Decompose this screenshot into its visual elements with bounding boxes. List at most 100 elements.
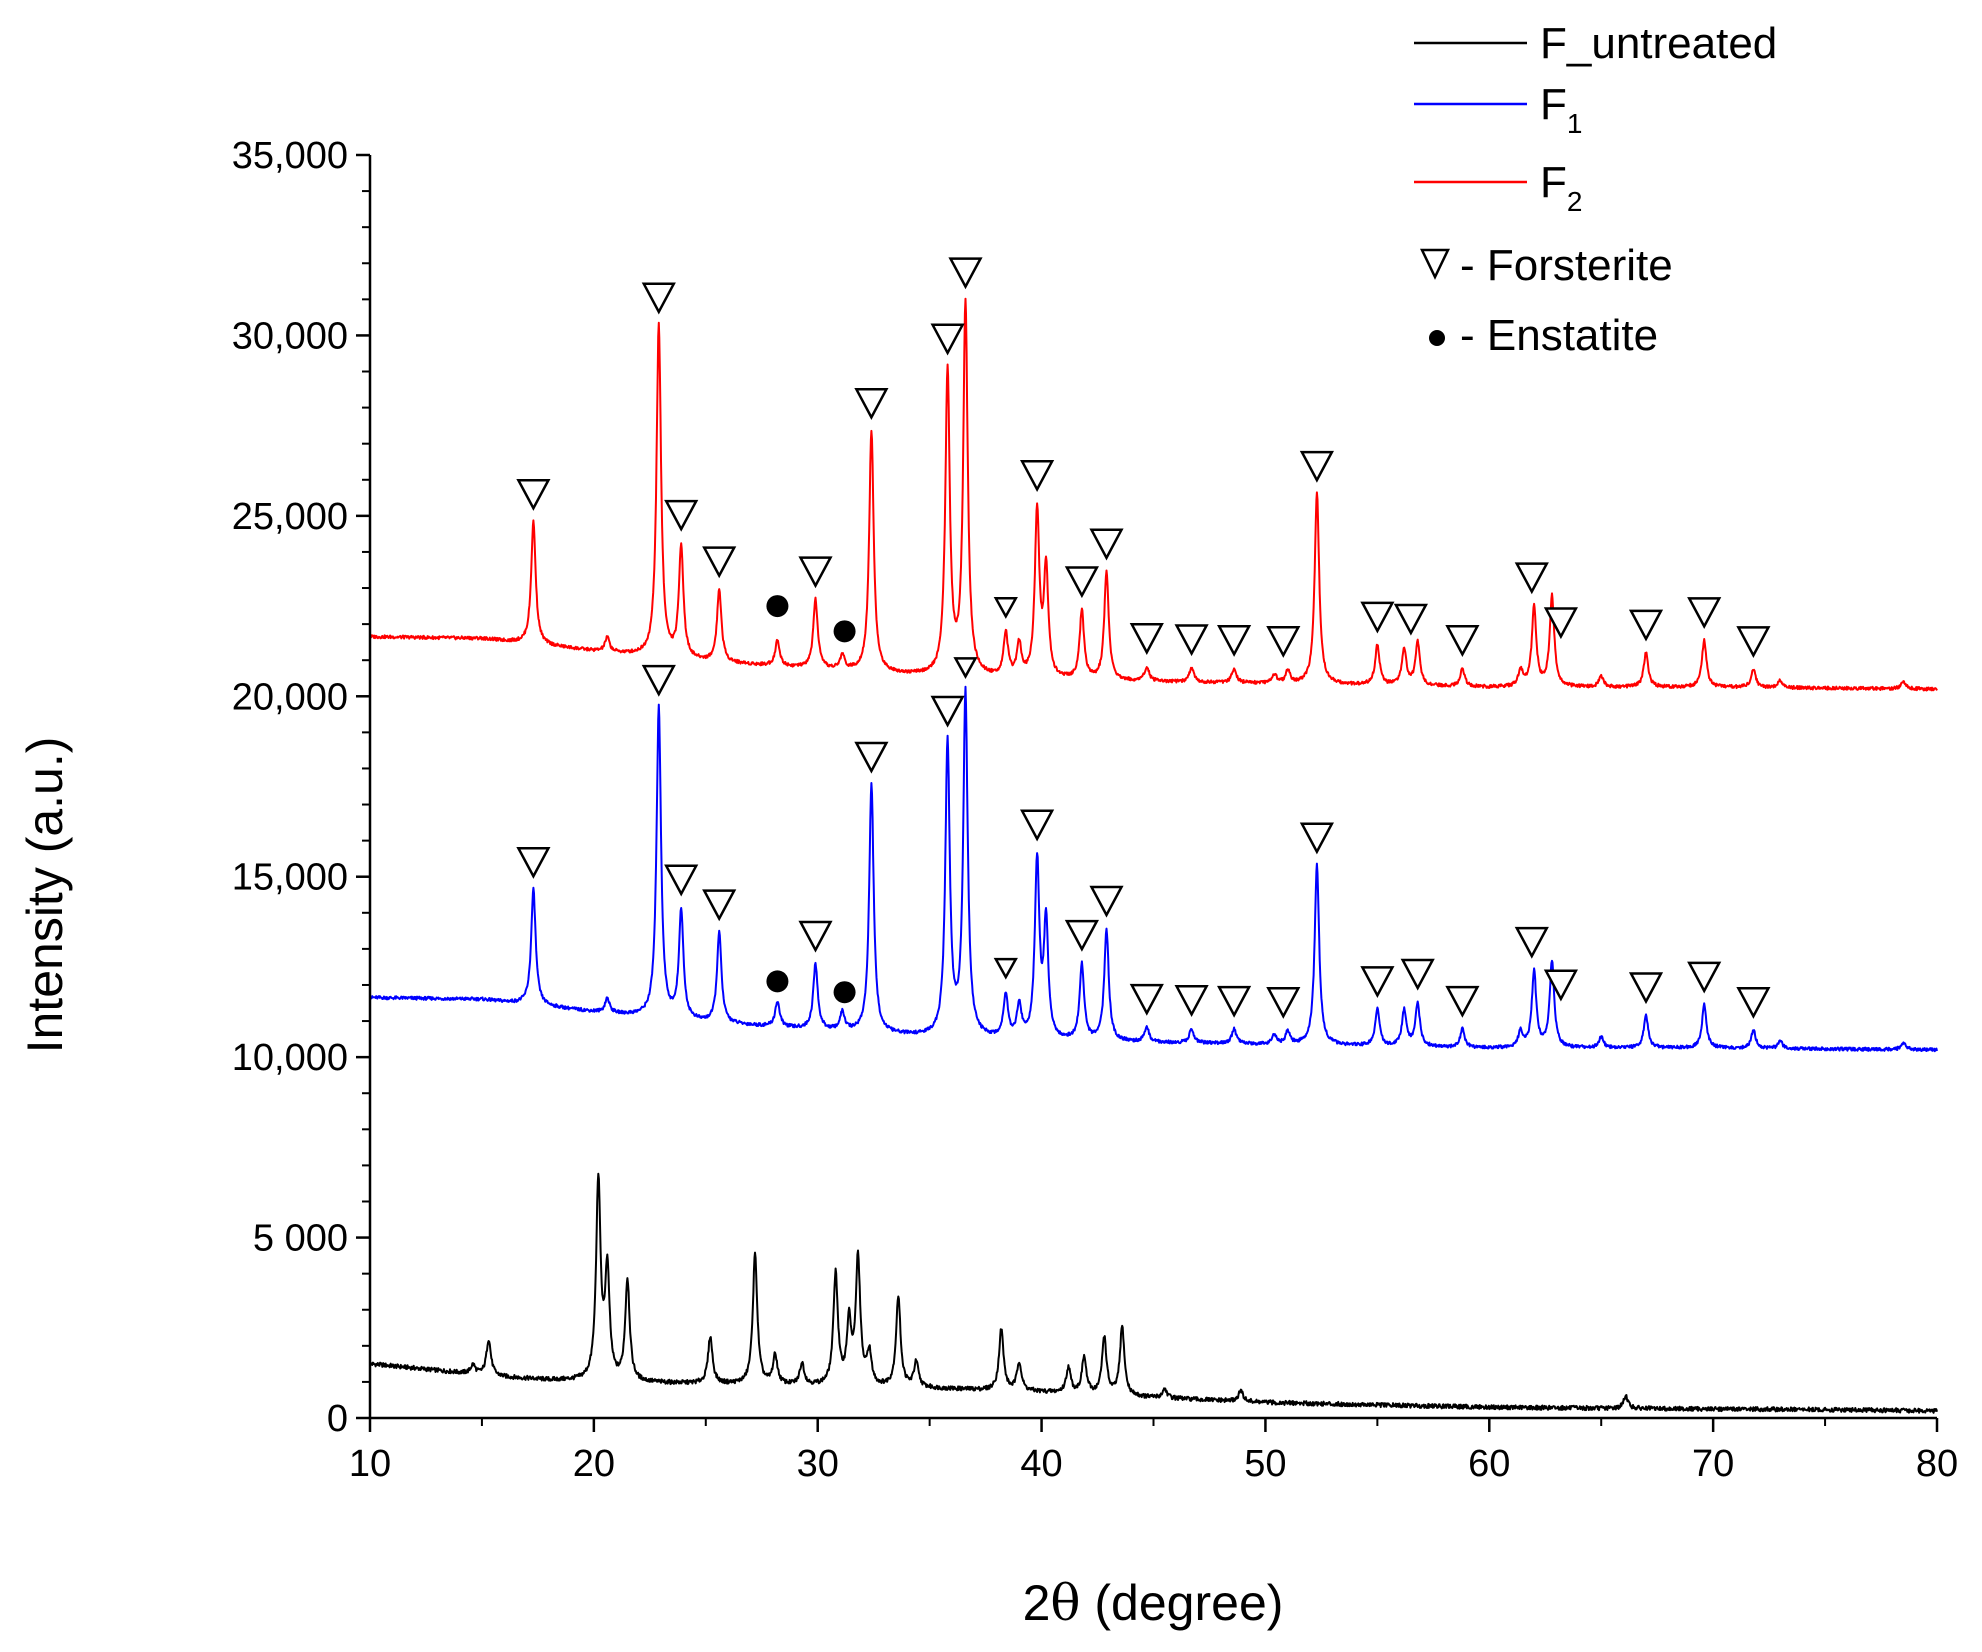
- y-tick-label: 10,000: [232, 1037, 348, 1079]
- x-tick-label: 60: [1468, 1443, 1510, 1485]
- forsterite-marker: [516, 846, 551, 879]
- x-ticks: 10 20 30 40 50 60 70 80: [349, 1418, 1958, 1485]
- forsterite-marker: [1687, 961, 1722, 994]
- forsterite-marker: [1217, 624, 1252, 657]
- legend-entry-f-untreated: F_untreated: [1414, 19, 1777, 68]
- y-tick-label: 15,000: [232, 857, 348, 899]
- series-layer: [369, 297, 1938, 1414]
- forsterite-marker: [1543, 607, 1578, 640]
- legend-label-f-untreated: F_untreated: [1540, 19, 1777, 68]
- enstatite-marker: [833, 981, 856, 1004]
- legend-enstatite-dot-icon: [1429, 330, 1445, 346]
- legend-entry-f1: F1: [1414, 80, 1582, 139]
- forsterite-marker: [1628, 972, 1664, 1005]
- y-tick-label: 30,000: [232, 315, 348, 357]
- forsterite-marker: [1266, 986, 1301, 1019]
- forsterite-marker: [1736, 986, 1771, 1019]
- series-line-f-untreated: [369, 1172, 1938, 1414]
- forsterite-marker: [798, 920, 833, 953]
- legend-label-f2-base: F: [1540, 158, 1567, 207]
- x-tick-label: 70: [1692, 1443, 1734, 1485]
- enstatite-marker: [766, 595, 789, 618]
- forsterite-marker: [664, 499, 699, 532]
- x-tick-label: 20: [573, 1443, 615, 1485]
- x-tick-label: 30: [797, 1443, 839, 1485]
- forsterite-marker: [1360, 966, 1395, 999]
- forsterite-marker: [1687, 597, 1722, 630]
- forsterite-marker: [1217, 985, 1252, 1018]
- enstatite-marker: [766, 970, 789, 993]
- legend-forsterite-triangle-icon: [1420, 248, 1450, 280]
- series-line-f1: [369, 685, 1938, 1053]
- forsterite-marker: [1174, 985, 1209, 1017]
- forsterite-marker: [854, 741, 889, 774]
- forsterite-marker: [641, 282, 676, 315]
- x-axis-title-suffix: (degree): [1081, 1575, 1284, 1631]
- x-tick-label: 50: [1244, 1443, 1286, 1485]
- x-tick-label: 40: [1020, 1443, 1062, 1485]
- forsterite-marker: [1360, 601, 1395, 634]
- forsterite-marker: [1445, 985, 1480, 1018]
- forsterite-marker: [953, 657, 978, 679]
- y-tick-label: 35,000: [232, 135, 348, 177]
- forsterite-marker: [1064, 566, 1099, 599]
- forsterite-marker: [993, 597, 1018, 619]
- legend-entry-f2: F2: [1414, 158, 1582, 217]
- y-tick-label: 25,000: [232, 496, 348, 538]
- legend-entry-enstatite: - Enstatite: [1429, 311, 1658, 360]
- legend-label-f1-sub: 1: [1567, 108, 1583, 139]
- forsterite-marker: [1020, 809, 1055, 842]
- legend-label-forsterite: - Forsterite: [1460, 241, 1673, 290]
- forsterite-marker: [1020, 460, 1055, 492]
- forsterite-marker: [1089, 885, 1124, 918]
- legend-label-f1-base: F: [1540, 80, 1567, 129]
- forsterite-marker: [1299, 450, 1334, 483]
- axes: 10 20 30 40 50 60 70 80 0 5 000 10,000 15,000 20,00…: [232, 135, 1958, 1485]
- forsterite-marker: [1089, 528, 1124, 561]
- forsterite-marker: [854, 388, 889, 420]
- series-line-f2: [369, 297, 1938, 692]
- forsterite-marker: [798, 556, 833, 589]
- forsterite-marker: [1543, 969, 1578, 1002]
- enstatite-marker: [833, 620, 856, 643]
- x-tick-label: 10: [349, 1443, 391, 1485]
- x-axis-title: 2θ (degree): [1023, 1574, 1284, 1632]
- legend-label-f-untreated-base: F_untreated: [1540, 19, 1777, 68]
- legend-label-f2-sub: 2: [1567, 186, 1583, 217]
- forsterite-marker: [702, 546, 737, 579]
- y-tick-label: 20,000: [232, 676, 348, 718]
- legend: F_untreated F1 F2 - Forsterite - Enstati…: [1414, 19, 1777, 360]
- forsterite-marker: [1393, 603, 1428, 636]
- forsterite-marker: [641, 664, 676, 697]
- legend-label-enstatite: - Enstatite: [1460, 311, 1658, 360]
- forsterite-marker: [1064, 919, 1099, 952]
- forsterite-marker: [1174, 624, 1209, 657]
- x-tick-label: 80: [1916, 1443, 1958, 1485]
- y-tick-label: 5 000: [253, 1218, 348, 1260]
- y-axis-title: Intensity (a.u.): [17, 737, 73, 1054]
- forsterite-marker: [1129, 983, 1164, 1016]
- forsterite-marker: [1514, 562, 1549, 595]
- forsterite-marker: [702, 889, 737, 922]
- forsterite-marker: [1129, 623, 1164, 655]
- forsterite-marker: [664, 864, 699, 897]
- forsterite-marker: [1514, 926, 1549, 959]
- y-ticks: 0 5 000 10,000 15,000 20,000 25,000 30,000 35,0…: [232, 135, 370, 1440]
- legend-entry-forsterite: - Forsterite: [1420, 241, 1673, 290]
- y-tick-label: 0: [327, 1398, 348, 1440]
- forsterite-marker: [1266, 625, 1301, 658]
- forsterite-marker: [1736, 626, 1771, 659]
- forsterite-marker: [1445, 625, 1480, 657]
- marker-layer: [516, 257, 1771, 1019]
- legend-label-f1: F1: [1540, 80, 1582, 139]
- x-axis-title-theta: θ: [1050, 1574, 1080, 1632]
- forsterite-marker: [948, 257, 983, 290]
- x-axis-title-prefix: 2: [1023, 1575, 1051, 1631]
- forsterite-marker: [930, 323, 965, 356]
- forsterite-marker: [930, 695, 965, 728]
- forsterite-marker: [516, 478, 551, 511]
- forsterite-marker: [993, 957, 1018, 980]
- legend-label-f2: F2: [1540, 158, 1582, 217]
- forsterite-marker: [1628, 609, 1664, 642]
